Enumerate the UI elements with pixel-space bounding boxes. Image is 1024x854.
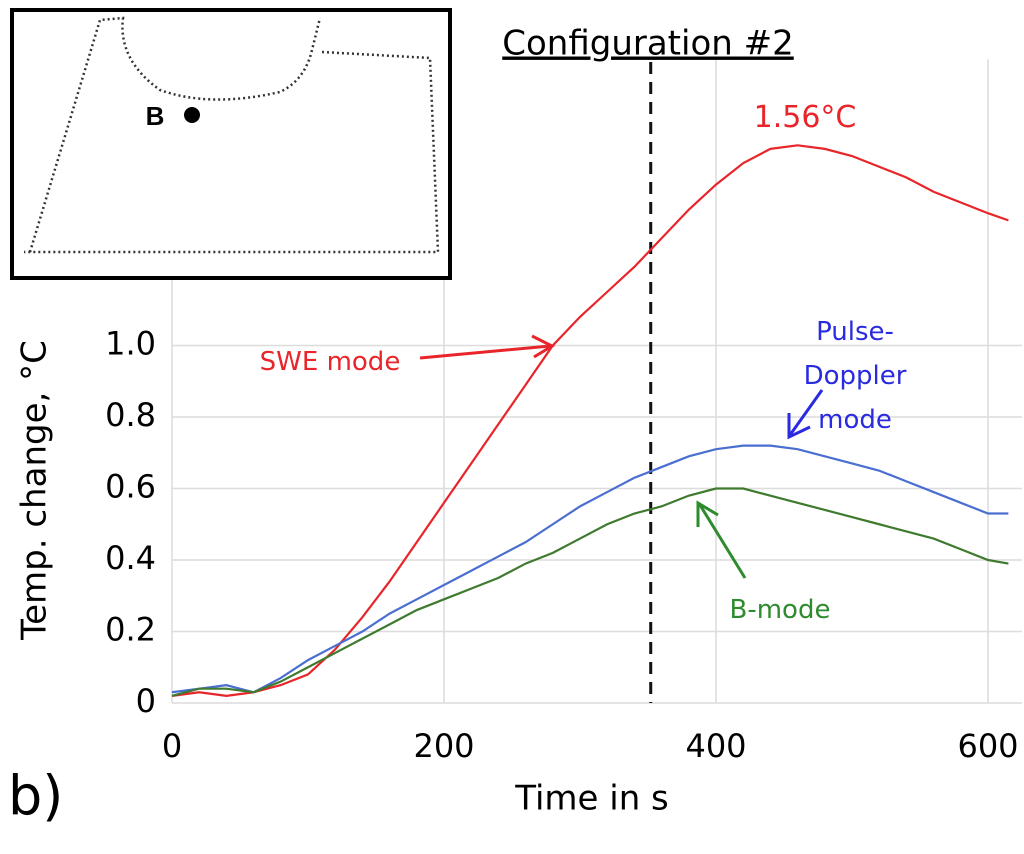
arrow-head <box>787 413 811 440</box>
arrow-head <box>531 334 556 359</box>
x-tick-label: 600 <box>957 727 1018 765</box>
chart-title: Configuration #2 <box>502 24 794 64</box>
y-tick-label: 1.0 <box>105 325 156 363</box>
x-tick-label: 200 <box>413 727 474 765</box>
arrow <box>788 389 824 436</box>
peak-label: 1.56°C <box>753 100 857 135</box>
series-line <box>171 487 1009 697</box>
lines <box>171 144 1009 697</box>
y-axis-label: Temp. change, °C <box>15 340 55 641</box>
inset: B <box>10 8 452 280</box>
arrows <box>419 334 824 579</box>
series-label: SWE mode <box>259 347 401 377</box>
arrow <box>698 504 747 579</box>
arrow <box>419 344 551 360</box>
y-tick-label: 0.8 <box>105 396 156 434</box>
series-label: Pulse-Doppler mode <box>803 317 907 435</box>
inset-point-label: B <box>146 101 165 131</box>
series-line <box>171 444 1009 694</box>
arrow-head <box>696 500 719 527</box>
y-tick-label: 0 <box>136 682 156 720</box>
grid <box>171 59 1022 704</box>
panel-label: b) <box>8 765 63 828</box>
series-line <box>171 144 1009 697</box>
y-tick-label: 0.4 <box>105 539 156 577</box>
y-tick-label: 0.2 <box>105 611 156 649</box>
inset-frame <box>10 8 452 280</box>
x-axis-label: Time in s <box>514 779 669 819</box>
series-label: B-mode <box>729 595 831 625</box>
y-tick-label: 0.6 <box>105 468 156 506</box>
inset-outline <box>28 16 322 253</box>
x-tick-label: 0 <box>162 727 182 765</box>
x-tick-label: 400 <box>685 727 746 765</box>
inset-outline <box>24 50 440 254</box>
inset-point <box>184 107 200 123</box>
